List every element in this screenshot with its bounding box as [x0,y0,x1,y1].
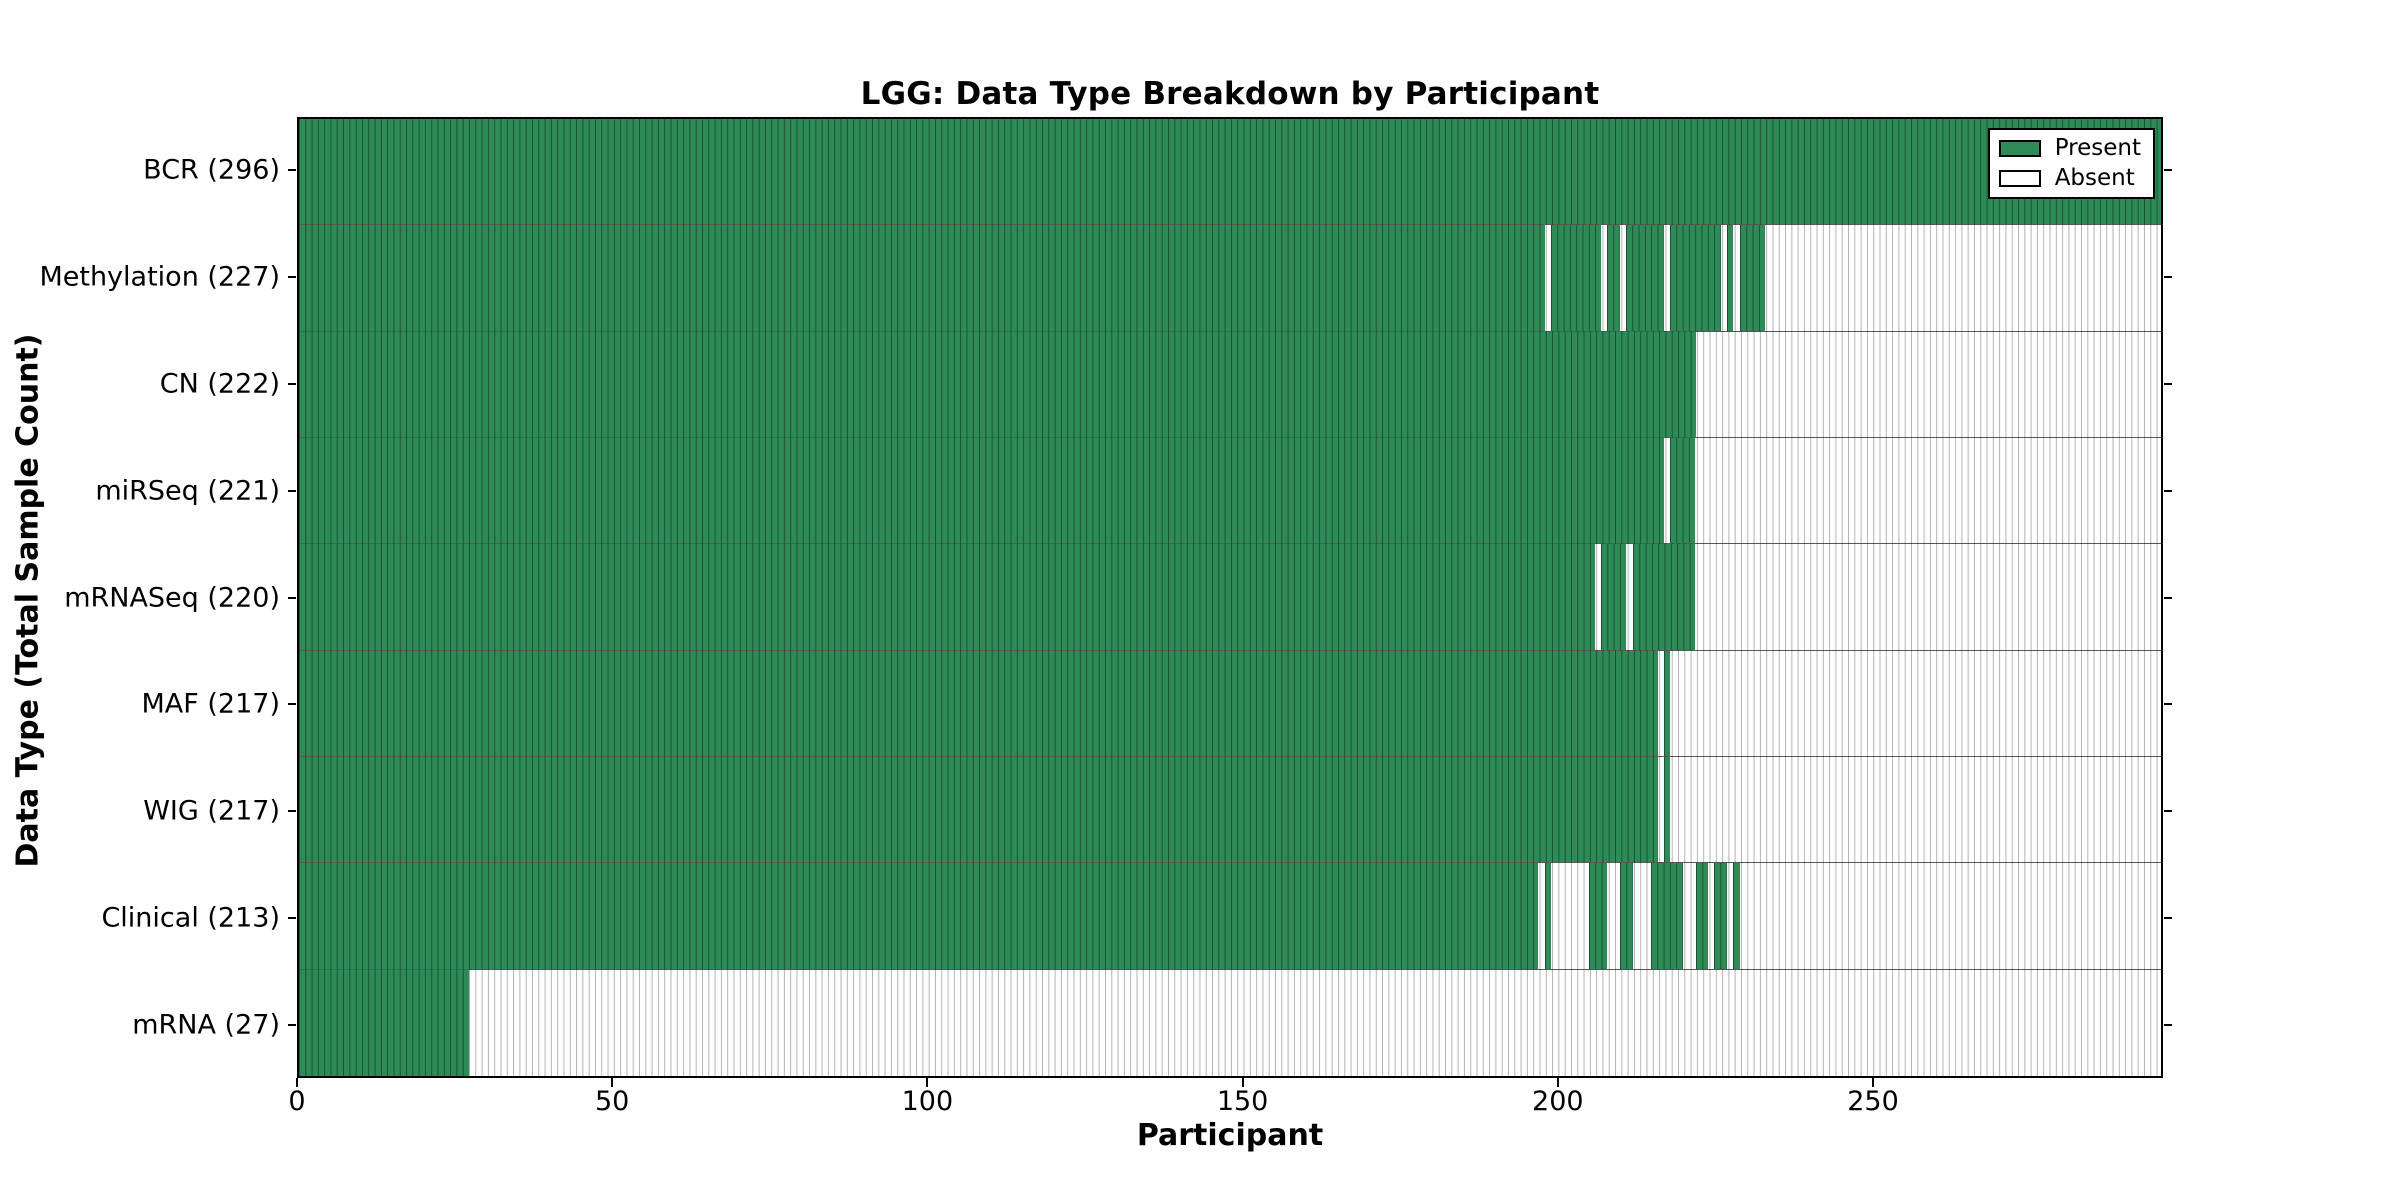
y-tick-mark [2164,276,2172,279]
present-segment-CN [299,331,1696,437]
x-tick-mark [1872,1078,1874,1087]
legend: Present Absent [1987,128,2155,199]
present-segment-miRSeq [1670,437,1696,544]
row-BCR [299,119,2161,226]
y-tick-mark [288,489,296,492]
present-segment-WIG [299,756,1658,863]
present-segment-WIG [1664,756,1671,863]
x-tick-mark [1241,1078,1244,1087]
y-tick-mark [2164,382,2172,385]
x-tick-mark [926,1078,929,1087]
row-WIG [299,756,2161,864]
x-tick-label: 150 [1216,1086,1269,1117]
row-CN [299,331,2161,438]
row-mRNASeq [299,544,2161,651]
x-tick-label: 50 [595,1086,630,1117]
x-tick-label: 100 [901,1086,954,1117]
present-segment-Clinical [1695,863,1709,969]
y-tick-label-MAF: MAF (217) [141,688,280,720]
row-MAF [299,650,2161,757]
y-tick-label-WIG: WIG (217) [143,795,280,827]
y-tick-label-mRNA: mRNA (27) [132,1009,280,1041]
present-segment-Clinical [1733,863,1740,969]
y-tick-mark [2164,916,2172,919]
y-tick-mark [288,916,296,919]
y-tick-label-miRSeq: miRSeq (221) [95,475,280,507]
row-Clinical [299,863,2161,970]
x-tick-label: 200 [1532,1086,1584,1117]
x-tick-label: 250 [1847,1086,1899,1117]
legend-swatch-present [1998,140,2041,157]
plot-area: Present Absent [297,117,2163,1078]
y-tick-mark [2164,489,2172,492]
x-tick-label: 0 [288,1086,306,1117]
chart-title: LGG: Data Type Breakdown by Participant [860,76,1600,112]
legend-label: Absent [2054,165,2135,191]
legend-label: Present [2054,135,2141,161]
present-segment-BCR [299,119,2161,225]
row-Methylation [299,225,2161,332]
y-tick-label-Clinical: Clinical (213) [101,902,280,934]
row-mRNA [299,969,2161,1076]
present-segment-mRNASeq [299,544,1595,650]
present-segment-mRNA [299,969,469,1076]
present-segment-mRNASeq [1601,544,1627,650]
y-tick-mark [288,596,296,599]
legend-swatch-absent [1998,170,2041,187]
present-segment-Clinical [1714,863,1727,969]
present-segment-Methylation [299,225,1545,331]
present-segment-MAF [299,650,1658,756]
x-axis-label: Participant [1136,1118,1324,1153]
y-tick-mark [2164,596,2172,599]
y-tick-mark [288,382,296,385]
y-tick-mark [288,276,296,279]
present-segment-Methylation [1670,225,1721,331]
y-tick-label-mRNASeq: mRNASeq (220) [64,582,280,613]
present-segment-Methylation [1626,225,1665,331]
present-segment-miRSeq [299,437,1665,544]
present-segment-Clinical [299,863,1539,969]
y-tick-label-CN: CN (222) [159,368,280,400]
present-segment-Clinical [1620,863,1633,969]
row-miRSeq [299,437,2161,545]
present-segment-Methylation [1739,225,1765,331]
present-segment-mRNASeq [1632,544,1696,650]
legend-entry-present: Present [1998,135,2141,161]
y-tick-mark [288,703,296,706]
y-tick-mark [2164,810,2172,813]
present-segment-Methylation [1726,225,1734,331]
y-tick-label-BCR: BCR (296) [143,154,280,186]
present-segment-MAF [1664,650,1671,756]
x-tick-mark [296,1078,298,1087]
y-tick-mark [2164,703,2172,706]
present-segment-Clinical [1651,863,1683,969]
y-tick-mark [2164,169,2172,172]
y-tick-mark [288,810,296,813]
present-segment-Methylation [1550,225,1602,331]
y-tick-label-Methylation: Methylation (227) [39,261,280,293]
present-segment-Clinical [1588,863,1608,969]
x-tick-mark [1556,1078,1559,1087]
y-tick-mark [288,1023,296,1026]
present-segment-Methylation [1607,225,1620,331]
legend-entry-absent: Absent [1998,165,2141,191]
y-tick-mark [288,169,296,172]
present-segment-Clinical [1544,863,1551,969]
y-tick-mark [2164,1023,2172,1026]
y-axis-label: Data Type (Total Sample Count) [10,333,46,868]
x-tick-mark [611,1078,614,1087]
